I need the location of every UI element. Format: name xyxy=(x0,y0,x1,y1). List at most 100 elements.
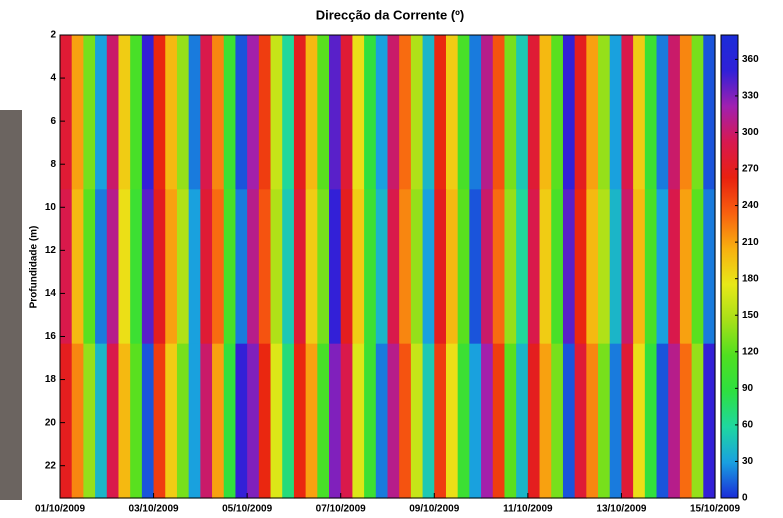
heatmap-cell xyxy=(329,35,342,190)
heatmap-cell xyxy=(106,343,120,499)
heatmap-cell xyxy=(445,343,459,499)
heatmap-cell xyxy=(317,35,330,190)
heatmap-cell xyxy=(258,189,272,345)
heatmap-cell xyxy=(609,189,623,345)
heatmap-cell xyxy=(445,189,459,345)
heatmap-cell xyxy=(165,189,178,345)
heatmap-cell xyxy=(679,189,693,345)
heatmap-cell xyxy=(83,35,96,190)
x-tick-label: 15/10/2009 xyxy=(690,504,740,515)
heatmap-cell xyxy=(60,189,73,345)
heatmap-cell xyxy=(516,343,529,499)
heatmap-cell xyxy=(176,35,190,190)
heatmap-cell xyxy=(504,189,517,345)
heatmap-cell xyxy=(703,35,716,190)
heatmap-cell xyxy=(293,343,307,499)
heatmap-cell xyxy=(598,189,611,345)
heatmap-cell xyxy=(644,343,658,499)
colorbar-tick-label: 360 xyxy=(742,54,759,65)
colorbar-tick-label: 90 xyxy=(742,383,754,394)
heatmap-cell xyxy=(527,189,541,345)
heatmap-cell xyxy=(130,189,143,345)
heatmap-cell xyxy=(445,35,459,190)
heatmap-cell xyxy=(235,35,248,190)
heatmap-cell xyxy=(621,189,634,345)
x-tick-label: 07/10/2009 xyxy=(316,504,366,515)
heatmap-cell xyxy=(422,343,435,499)
heatmap-cell xyxy=(282,35,295,190)
heatmap-cell xyxy=(83,343,96,499)
heatmap-cell xyxy=(153,343,166,499)
heatmap-cell xyxy=(703,343,716,499)
heatmap-cell xyxy=(106,35,120,190)
heatmap-cell xyxy=(95,189,108,345)
heatmap-cell xyxy=(668,189,681,345)
x-tick-label: 09/10/2009 xyxy=(409,504,459,515)
heatmap-cell xyxy=(621,35,634,190)
y-tick-label: 10 xyxy=(45,202,57,213)
heatmap-cell xyxy=(399,189,412,345)
heatmap-cell xyxy=(598,343,611,499)
heatmap-cell xyxy=(679,35,693,190)
heatmap-cell xyxy=(223,343,237,499)
x-tick-label: 13/10/2009 xyxy=(596,504,646,515)
heatmap-cell xyxy=(200,343,213,499)
heatmap-cell xyxy=(106,189,120,345)
colorbar-tick-label: 150 xyxy=(742,310,759,321)
heatmap-cell xyxy=(165,343,178,499)
heatmap-cell xyxy=(656,35,669,190)
heatmap-cell xyxy=(539,343,552,499)
heatmap-cell xyxy=(562,189,576,345)
heatmap-cell xyxy=(71,343,84,499)
heatmap-cell xyxy=(235,343,248,499)
heatmap-cell xyxy=(247,189,260,345)
heatmap-cell xyxy=(364,343,377,499)
heatmap-cell xyxy=(410,35,424,190)
heatmap-cell xyxy=(329,189,342,345)
heatmap-cell xyxy=(633,35,646,190)
heatmap-cell xyxy=(375,343,389,499)
y-axis-label: Profundidade (m) xyxy=(29,226,40,309)
heatmap-cell xyxy=(200,35,213,190)
colorbar-tick-label: 30 xyxy=(742,456,754,467)
heatmap-cell xyxy=(188,343,201,499)
heatmap-cell xyxy=(481,189,494,345)
x-tick-label: 01/10/2009 xyxy=(35,504,85,515)
heatmap-cell xyxy=(457,189,470,345)
colorbar-tick-label: 180 xyxy=(742,273,759,284)
heatmap-cell xyxy=(691,189,704,345)
heatmap-cell xyxy=(586,343,599,499)
heatmap-cell xyxy=(609,343,623,499)
heatmap-cell xyxy=(364,35,377,190)
heatmap-cell xyxy=(621,343,634,499)
heatmap-cell xyxy=(340,189,354,345)
heatmap-cell xyxy=(422,189,435,345)
heatmap-cell xyxy=(223,35,237,190)
heatmap-cell xyxy=(200,189,213,345)
heatmap-cell xyxy=(305,343,318,499)
x-tick-label: 03/10/2009 xyxy=(129,504,179,515)
heatmap-cell xyxy=(270,189,283,345)
heatmap-cell xyxy=(317,189,330,345)
heatmap-cell xyxy=(130,35,143,190)
heatmap-cell xyxy=(317,343,330,499)
heatmap-cell xyxy=(387,343,400,499)
colorbar-tick-label: 240 xyxy=(742,200,759,211)
heatmap-cell xyxy=(410,189,424,345)
heatmap-cell xyxy=(176,189,190,345)
colorbar-tick-label: 0 xyxy=(742,493,748,504)
colorbar-tick-label: 120 xyxy=(742,346,759,357)
heatmap-cell xyxy=(352,343,365,499)
heatmap-cell xyxy=(212,343,225,499)
plot-frame xyxy=(59,34,716,499)
heatmap-cell xyxy=(574,343,587,499)
heatmap-cell xyxy=(492,343,506,499)
heatmap-cell xyxy=(703,189,716,345)
heatmap-cell xyxy=(434,343,447,499)
heatmap-cell xyxy=(562,343,576,499)
heatmap-cell xyxy=(375,35,389,190)
heatmap-cell xyxy=(153,189,166,345)
heatmap-cell xyxy=(574,35,587,190)
